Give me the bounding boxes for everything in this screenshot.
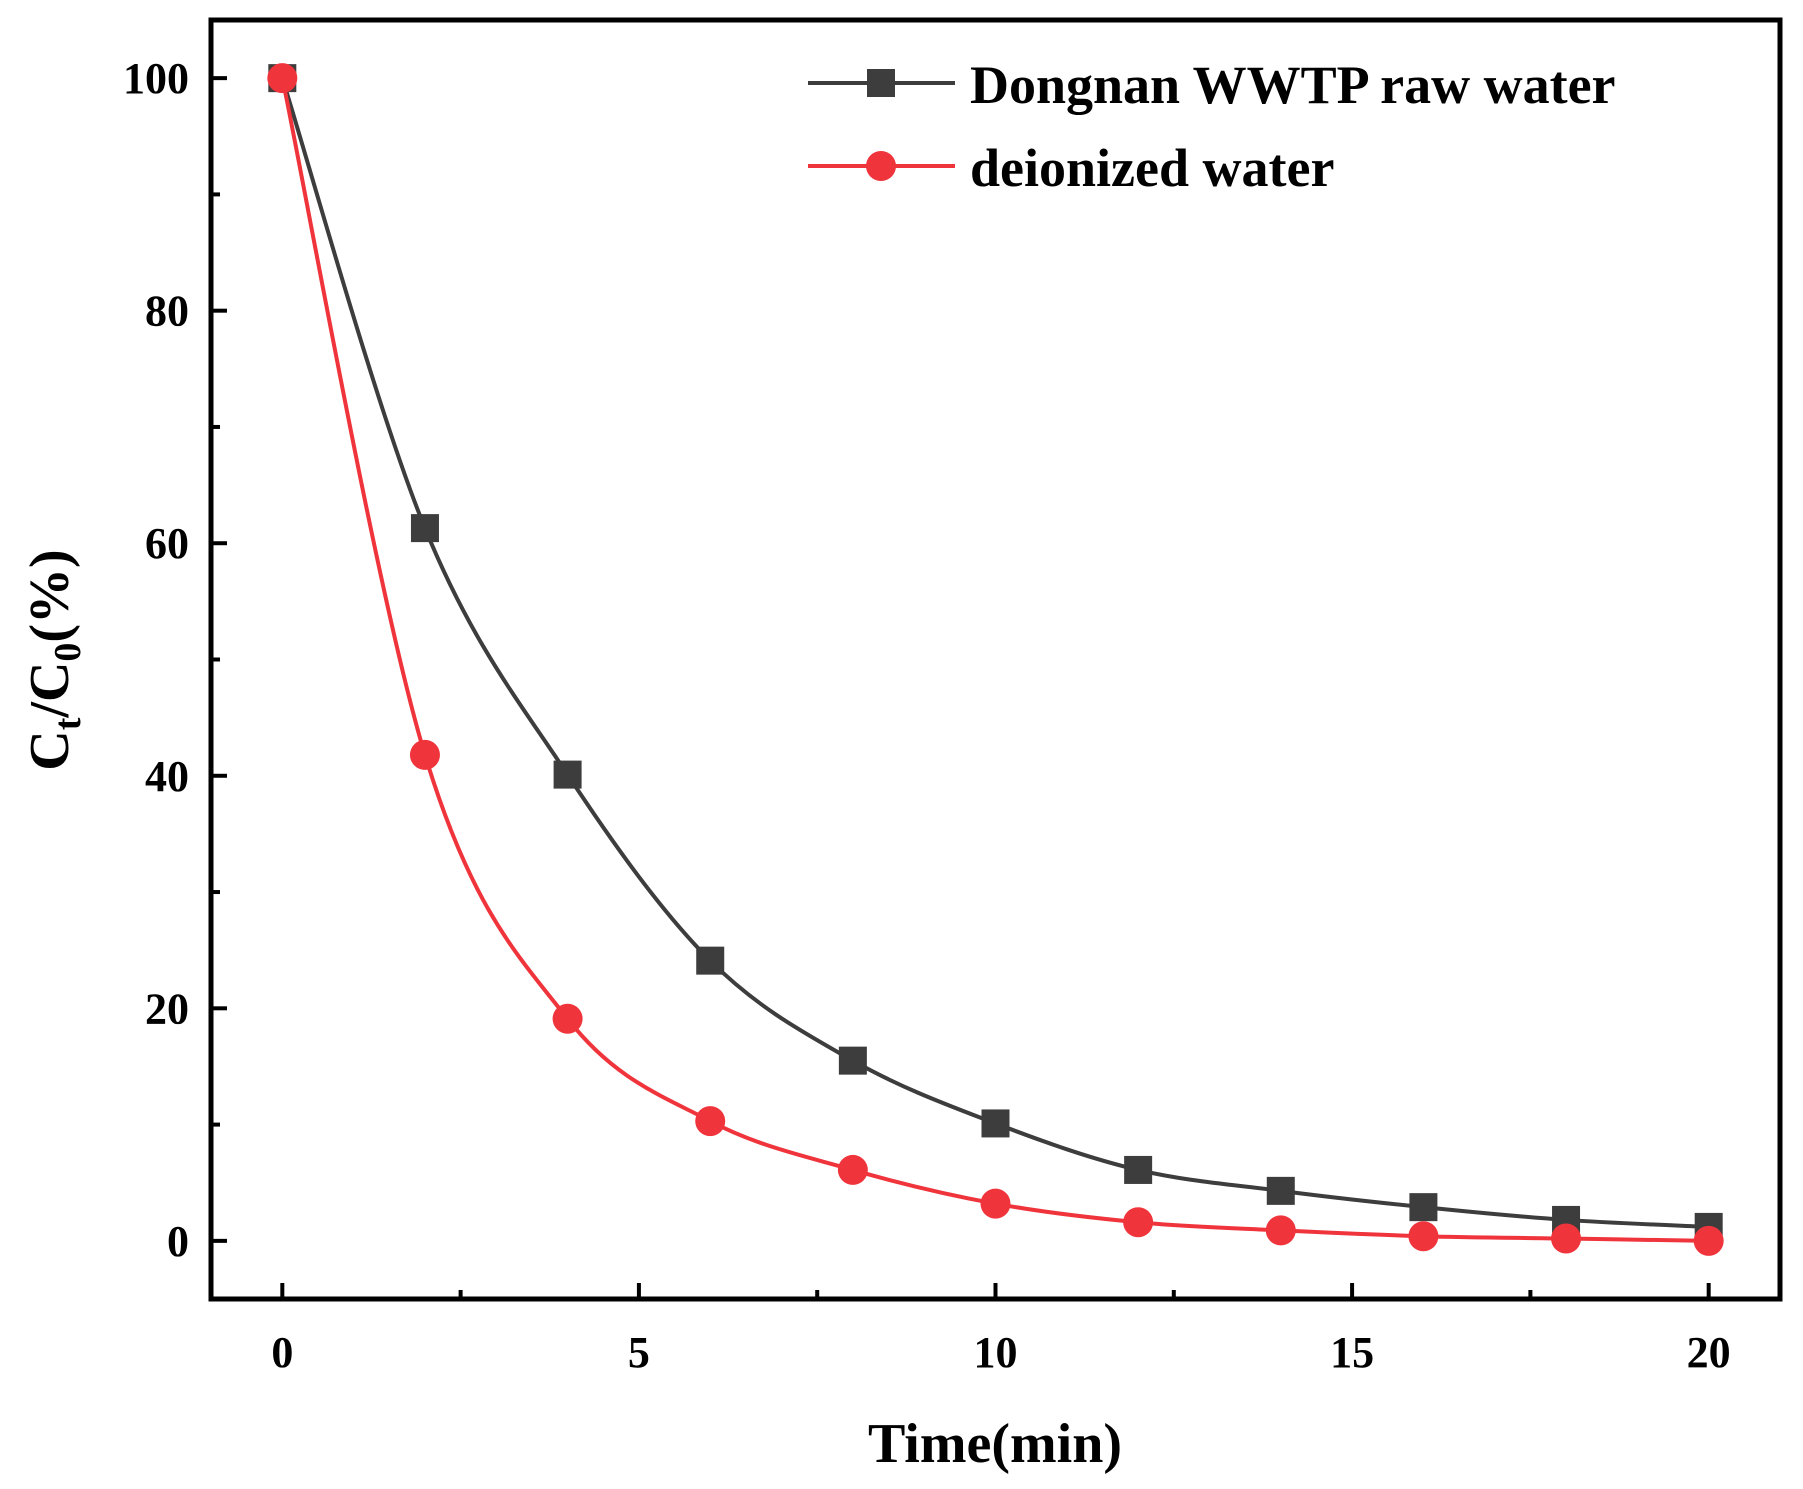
data-point-square [1409,1193,1438,1222]
data-point-square [1266,1176,1295,1205]
data-point-circle [1123,1207,1154,1238]
data-point-circle [409,739,440,770]
data-point-square [696,946,725,975]
data-point-circle [837,1154,868,1185]
y-tick-label: 40 [145,752,189,801]
series-line-1 [280,77,1709,1243]
data-point-circle [980,1188,1011,1219]
x-tick-label: 15 [1330,1328,1374,1377]
x-tick-label: 5 [628,1328,650,1377]
data-point-square [410,514,439,543]
data-point-square [838,1046,867,1075]
x-axis-title: Time(min) [868,1413,1122,1475]
y-tick-label: 80 [145,287,189,336]
data-point-square [553,760,582,789]
legend: Dongnan WWTP raw water deionized water [808,55,1616,198]
y-title-sub-0: 0 [47,643,89,662]
x-tick-label: 20 [1687,1328,1731,1377]
x-tick-label: 0 [271,1328,293,1377]
legend-marker-raw-water [867,69,895,97]
data-point-circle [695,1106,726,1137]
y-tick-label: 100 [123,54,189,103]
y-title-slash-c: /C [19,662,81,719]
data-point-square [1124,1155,1153,1184]
y-title-sub-t: t [47,717,89,730]
data-point-circle [552,1003,583,1034]
y-tick-label: 20 [145,984,189,1033]
y-tick-label: 60 [145,519,189,568]
data-point-square [981,1109,1010,1138]
data-point-circle [1408,1221,1439,1252]
data-point-circle [1551,1223,1582,1254]
data-point-circle [267,63,298,94]
axes-ticks: 0 5 10 15 20 0 20 40 60 80 100 [123,54,1731,1377]
series-line-0 [280,77,1709,1229]
legend-marker-deionized [866,151,896,181]
legend-label-raw-water: Dongnan WWTP raw water [970,55,1616,115]
plot-frame [208,17,1783,1302]
data-point-circle [1693,1225,1724,1256]
series-group [267,63,1724,1256]
y-title-percent: (%) [19,549,81,642]
y-tick-label: 0 [167,1217,189,1266]
y-axis-title: Ct/C0(%) [19,549,89,770]
y-title-c: C [19,730,81,770]
legend-label-deionized: deionized water [970,138,1334,198]
data-point-circle [1265,1215,1296,1246]
x-tick-label: 10 [974,1328,1018,1377]
